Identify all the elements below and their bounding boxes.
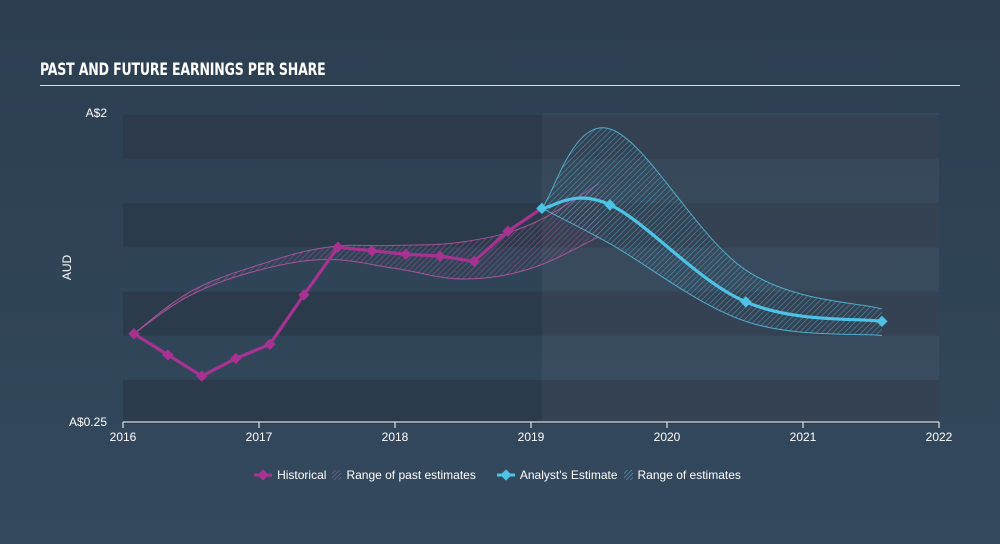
historical-point [128,328,140,340]
legend-historical[interactable]: Historical [253,468,326,482]
legend: Historical Range of past estimates Analy… [0,468,1000,482]
historical-point [366,245,378,257]
past-range-upper-edge [133,183,600,335]
range-areas [133,127,883,336]
grid-band [123,115,939,160]
future-range-lower-edge [541,207,882,336]
past-estimates-range-area [133,183,599,334]
y-tick-label: A$2 [86,106,108,120]
past-range-legend-icon [332,470,342,480]
grid-band [123,379,939,424]
future-estimates-range-area [541,127,882,336]
chart-title: PAST AND FUTURE EARNINGS PER SHARE [40,60,326,80]
historical-point [162,349,174,361]
series-markers [128,199,888,382]
historical-point [298,289,310,301]
x-tick-label: 2016 [110,430,137,444]
legend-past-range[interactable]: Range of past estimates [332,468,476,482]
analyst-estimate-point [876,315,888,328]
historical-point [468,255,480,267]
legend-historical-label: Historical [277,468,327,482]
future-range-upper-edge [541,127,883,310]
x-tick-label: 2020 [654,430,681,444]
legend-past-range-label: Range of past estimates [346,468,476,482]
historical-point [264,338,276,350]
analyst-legend-icon [496,469,515,481]
x-tick-label: 2017 [246,430,273,444]
analyst-estimate-point [604,199,616,211]
analyst-estimate-point [740,296,752,308]
future-range-legend-icon [623,470,633,480]
historical-point [332,241,344,253]
x-tick-label: 2021 [790,430,817,444]
legend-future-range-label: Range of estimates [637,468,741,482]
y-axis-label: AUD [60,255,74,281]
analyst-estimate-line [540,196,884,323]
past-range-lower-edge [133,236,600,335]
title-divider [40,85,960,86]
legend-analyst[interactable]: Analyst's Estimate [496,468,618,482]
axes: 2016 2017 2018 2019 2020 2021 2022 A$2 A$0.25 AUD [60,106,953,444]
historical-legend-icon [254,469,273,481]
legend-future-range[interactable]: Range of estimates [623,468,741,482]
historical-point [502,225,514,237]
legend-analyst-label: Analyst's Estimate [519,468,618,482]
y-tick-label: A$0.25 [69,415,107,429]
historical-point [196,370,208,382]
x-tick-label: 2022 [926,430,953,444]
historical-point [230,352,242,365]
x-tick-label: 2019 [518,430,545,444]
analyst-estimate-point [536,202,548,215]
historical-point [434,250,446,262]
x-tick-label: 2018 [382,430,409,444]
historical-point [400,248,412,260]
